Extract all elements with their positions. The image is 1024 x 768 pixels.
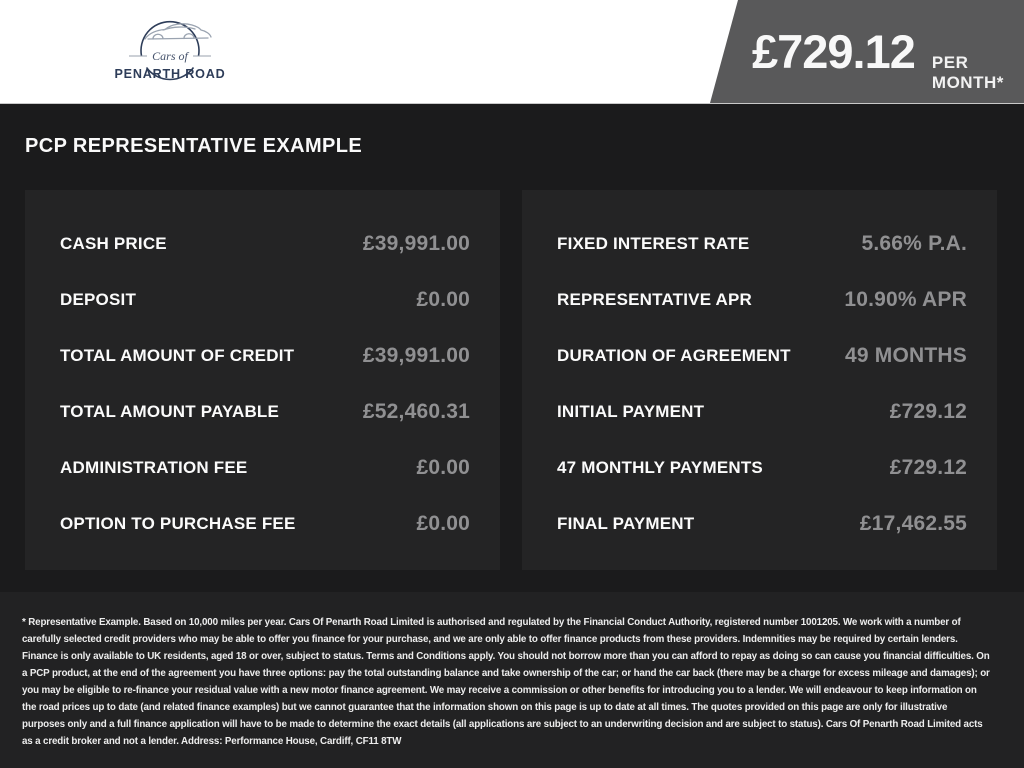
- main-section: PCP REPRESENTATIVE EXAMPLE CASH PRICE £3…: [0, 104, 1024, 592]
- disclaimer-text: * Representative Example. Based on 10,00…: [22, 617, 990, 747]
- finance-row: CASH PRICE £39,991.00: [60, 216, 470, 272]
- finance-left-panel: CASH PRICE £39,991.00 DEPOSIT £0.00 TOTA…: [25, 190, 500, 570]
- finance-row-value: £0.00: [416, 456, 470, 479]
- finance-row-label: TOTAL AMOUNT OF CREDIT: [60, 346, 295, 365]
- dealer-logo: Cars of PENARTH ROAD: [114, 20, 225, 81]
- finance-row-label: DEPOSIT: [60, 290, 137, 309]
- finance-row-value: £0.00: [416, 512, 470, 535]
- finance-row-value: 10.90% APR: [844, 288, 967, 311]
- finance-row-value: 49 MONTHS: [845, 344, 967, 367]
- finance-row-value: £17,462.55: [859, 512, 967, 535]
- price-banner: £729.12 PER MONTH*: [710, 0, 1024, 103]
- finance-row-label: ADMINISTRATION FEE: [60, 458, 248, 477]
- finance-row-label: REPRESENTATIVE APR: [557, 290, 753, 309]
- finance-row: TOTAL AMOUNT PAYABLE £52,460.31: [60, 384, 470, 440]
- monthly-price: £729.12: [752, 25, 916, 78]
- finance-row-value: £39,991.00: [362, 232, 470, 255]
- header: Cars of PENARTH ROAD £729.12 PER MONTH*: [0, 0, 1024, 104]
- finance-row-label: DURATION OF AGREEMENT: [557, 346, 791, 365]
- finance-row-value: £729.12: [889, 456, 967, 479]
- finance-row: REPRESENTATIVE APR 10.90% APR: [557, 272, 967, 328]
- page-title: PCP REPRESENTATIVE EXAMPLE: [25, 135, 363, 157]
- finance-row: DURATION OF AGREEMENT 49 MONTHS: [557, 328, 967, 384]
- finance-row-label: INITIAL PAYMENT: [557, 402, 705, 421]
- finance-row-label: 47 MONTHLY PAYMENTS: [557, 458, 763, 477]
- finance-row-label: FIXED INTEREST RATE: [557, 234, 750, 253]
- finance-right-panel: FIXED INTEREST RATE 5.66% P.A. REPRESENT…: [522, 190, 997, 570]
- finance-row: INITIAL PAYMENT £729.12: [557, 384, 967, 440]
- footer: * Representative Example. Based on 10,00…: [0, 592, 1024, 768]
- finance-row-value: £729.12: [889, 400, 967, 423]
- finance-row: DEPOSIT £0.00: [60, 272, 470, 328]
- finance-row: 47 MONTHLY PAYMENTS £729.12: [557, 440, 967, 496]
- finance-row-value: £52,460.31: [362, 400, 470, 423]
- finance-row: FIXED INTEREST RATE 5.66% P.A.: [557, 216, 967, 272]
- finance-row-value: £0.00: [416, 288, 470, 311]
- finance-row-label: OPTION TO PURCHASE FEE: [60, 514, 296, 533]
- finance-row: FINAL PAYMENT £17,462.55: [557, 496, 967, 552]
- logo-circle-arc-top: [140, 20, 200, 57]
- finance-row-value: £39,991.00: [362, 344, 470, 367]
- finance-row-label: FINAL PAYMENT: [557, 514, 695, 533]
- price-period-label: PER MONTH*: [931, 53, 1004, 92]
- finance-row: OPTION TO PURCHASE FEE £0.00: [60, 496, 470, 552]
- finance-row-value: 5.66% P.A.: [861, 232, 967, 255]
- logo-circle-arc-bottom: [145, 67, 195, 81]
- car-icon: [144, 23, 212, 40]
- finance-row-label: TOTAL AMOUNT PAYABLE: [60, 402, 280, 421]
- finance-row: TOTAL AMOUNT OF CREDIT £39,991.00: [60, 328, 470, 384]
- finance-row: ADMINISTRATION FEE £0.00: [60, 440, 470, 496]
- logo-name: PENARTH ROAD: [114, 67, 225, 81]
- finance-row-label: CASH PRICE: [60, 234, 167, 253]
- logo-script: Cars of: [152, 49, 189, 63]
